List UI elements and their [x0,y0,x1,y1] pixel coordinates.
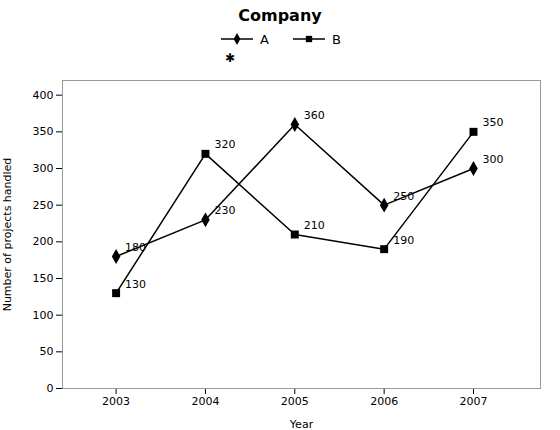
svg-text:Number of projects handled: Number of projects handled [1,158,14,312]
svg-text:190: 190 [393,234,414,247]
svg-text:320: 320 [214,138,235,151]
svg-text:2007: 2007 [459,395,487,408]
svg-text:350: 350 [482,116,503,129]
html-text:A: A [260,31,269,47]
svg-text:2006: 2006 [370,395,398,408]
svg-text:250: 250 [393,190,414,203]
html-text:Company: Company [238,6,322,25]
svg-text:2003: 2003 [102,395,130,408]
svg-text:130: 130 [125,278,146,291]
svg-text:350: 350 [33,125,54,138]
svg-text:250: 250 [33,199,54,212]
svg-text:300: 300 [33,162,54,175]
svg-text:230: 230 [214,204,235,217]
svg-text:300: 300 [482,153,503,166]
svg-text:0: 0 [47,382,54,395]
svg-text:2004: 2004 [191,395,219,408]
svg-text:210: 210 [304,219,325,232]
html-text:B: B [332,31,341,47]
svg-text:100: 100 [33,309,54,322]
svg-text:Year: Year [289,418,314,430]
svg-text:150: 150 [33,272,54,285]
svg-text:400: 400 [33,89,54,102]
svg-text:180: 180 [125,241,147,254]
svg-text:50: 50 [40,345,54,358]
svg-text:360: 360 [304,109,325,122]
svg-text:2005: 2005 [281,395,309,408]
svg-text:200: 200 [33,235,54,248]
